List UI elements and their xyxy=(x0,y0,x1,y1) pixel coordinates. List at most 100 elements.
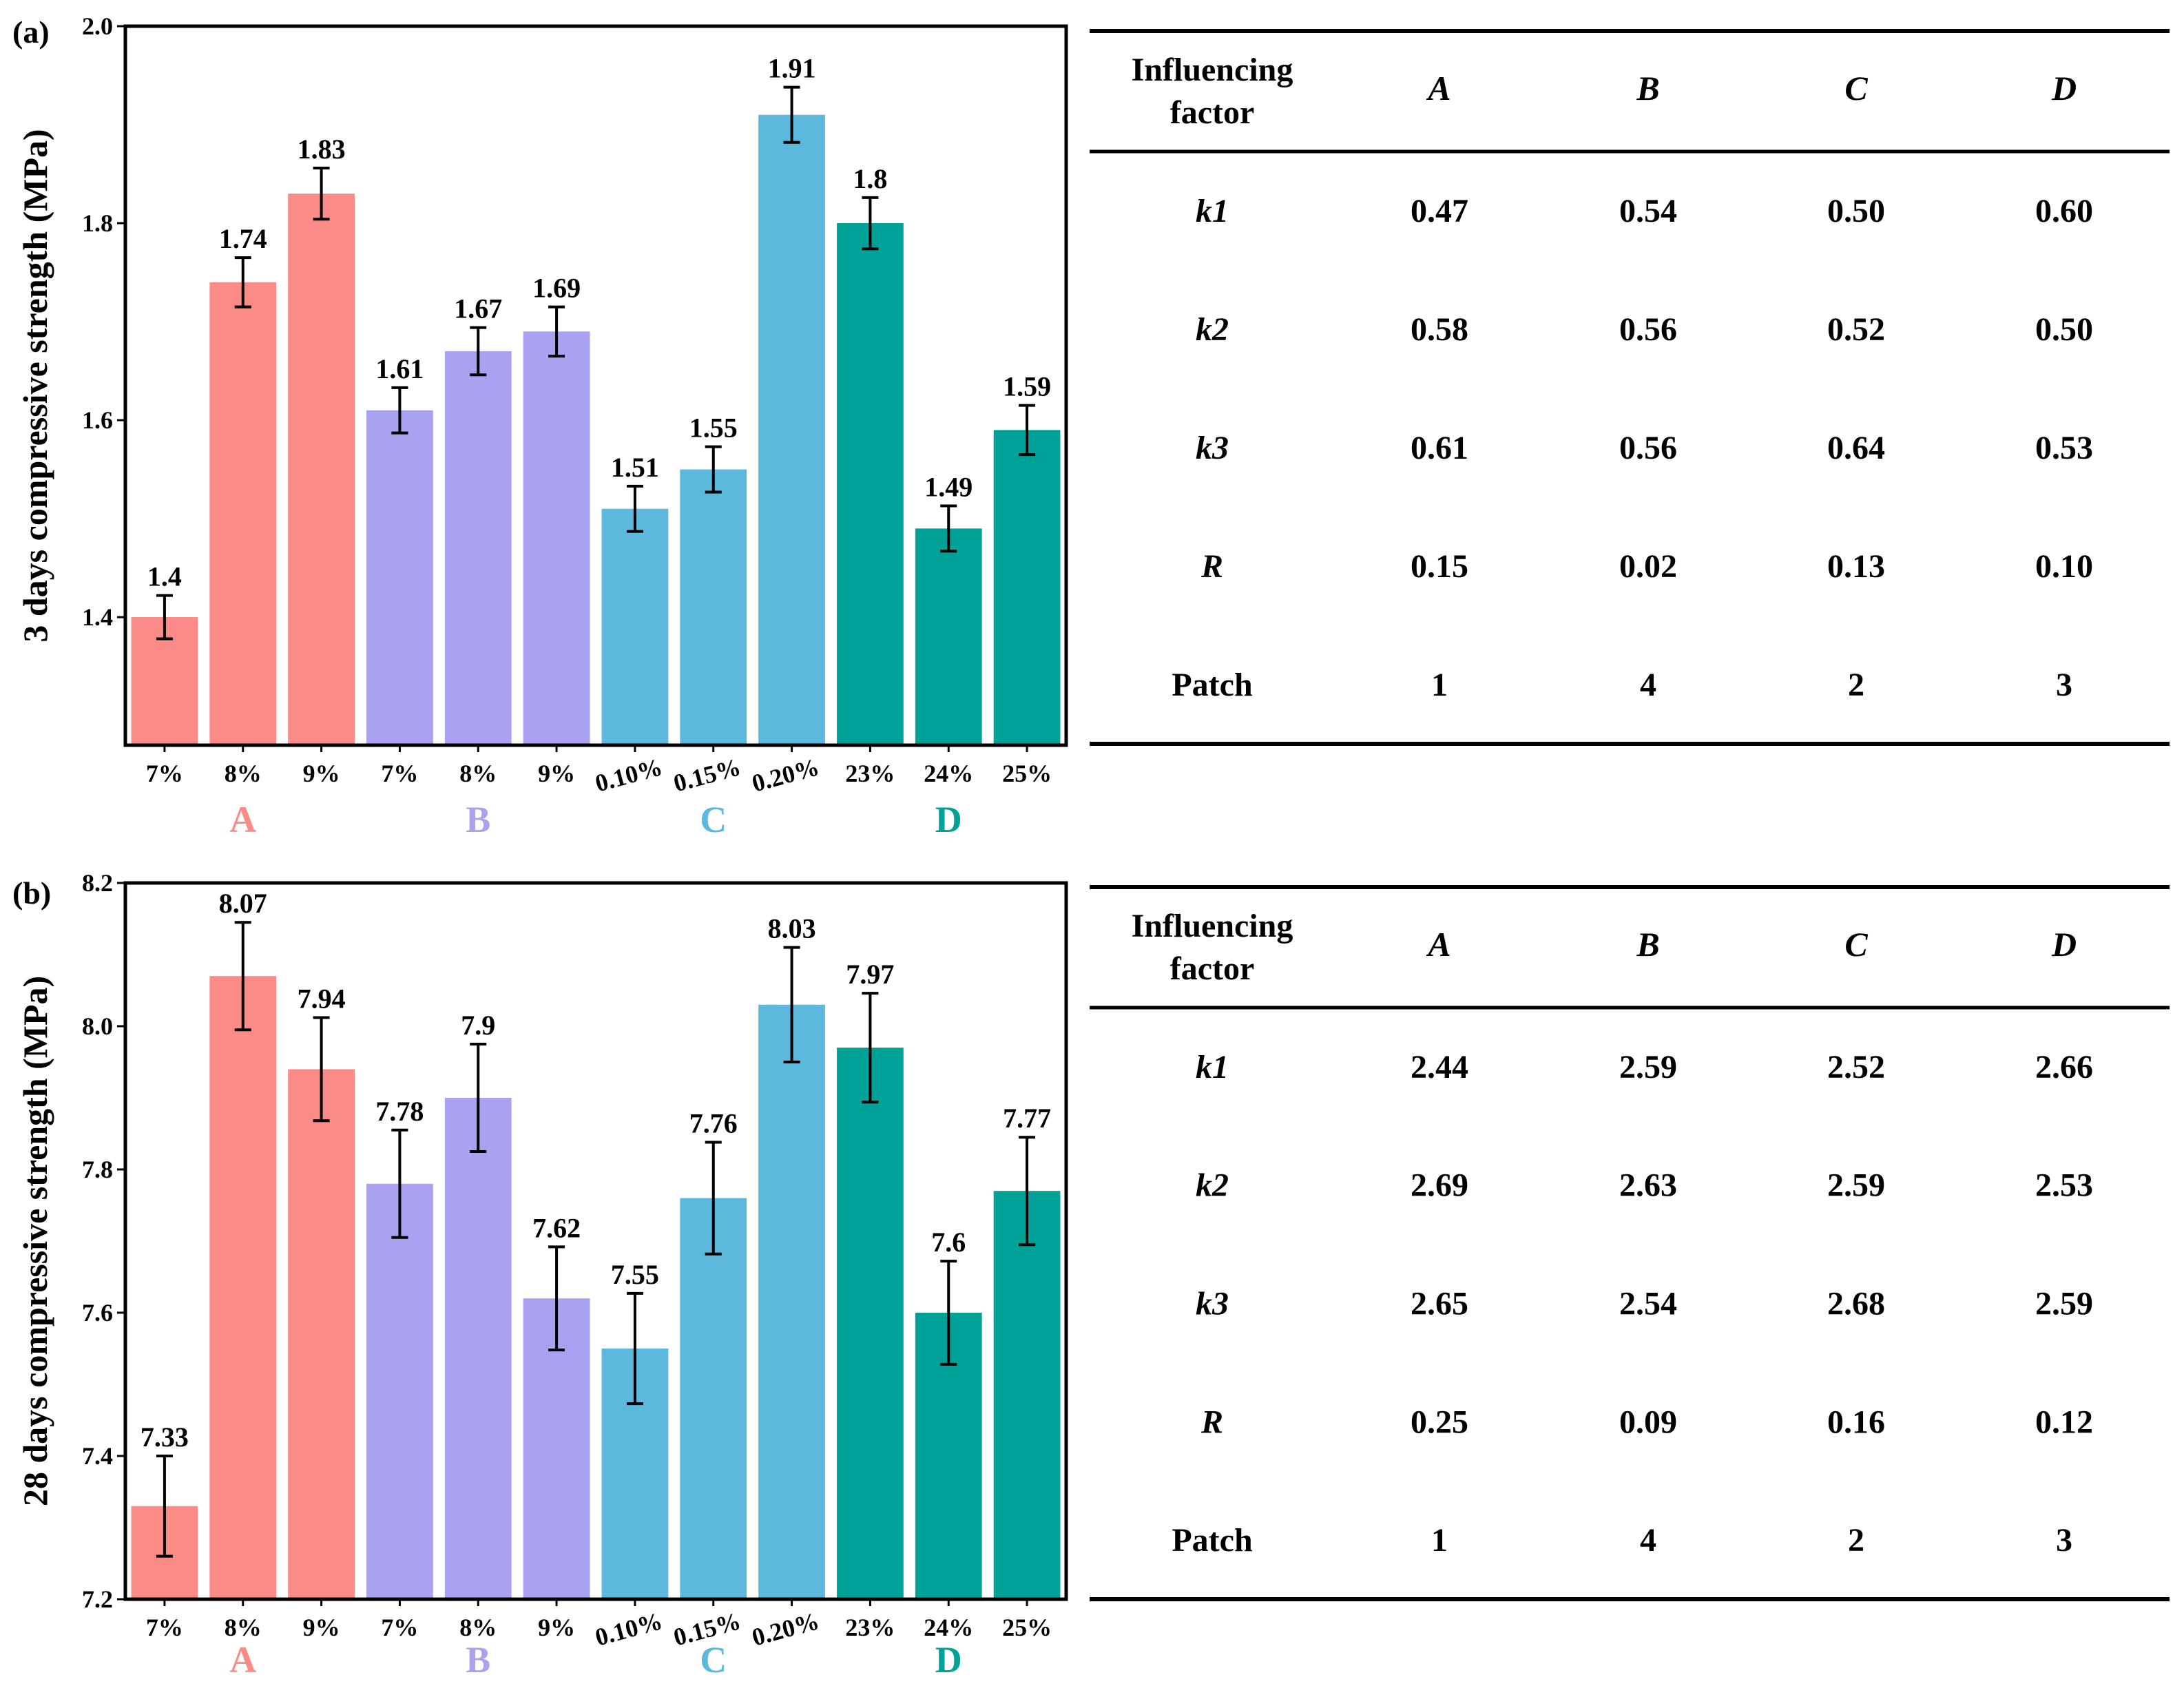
data-label: 8.03 xyxy=(768,913,816,944)
table-cell: 2.65 xyxy=(1411,1286,1468,1322)
bar xyxy=(601,508,669,745)
table-cell: 0.47 xyxy=(1411,193,1468,229)
data-label: 7.33 xyxy=(141,1422,189,1453)
plot-frame xyxy=(123,24,1068,747)
x-tick-label: 0.10% xyxy=(592,753,665,797)
data-label: 1.49 xyxy=(924,471,973,502)
x-tick-label: 7% xyxy=(146,760,183,787)
x-tick-label: 7% xyxy=(381,1614,418,1641)
table-row-label: k1 xyxy=(1196,193,1229,229)
table-cell: 0.61 xyxy=(1411,430,1468,466)
bar xyxy=(209,976,277,1599)
table-cell: 0.50 xyxy=(1827,193,1885,229)
bar xyxy=(680,1198,747,1599)
x-tick-label: 0.20% xyxy=(749,753,822,797)
bar xyxy=(837,1048,904,1599)
table-cell: 2.59 xyxy=(1827,1167,1885,1204)
table-cell: 0.56 xyxy=(1619,311,1677,348)
group-label: B xyxy=(466,1639,490,1680)
table-cell: 0.58 xyxy=(1411,311,1468,348)
bar xyxy=(680,469,747,745)
table-row-label: k3 xyxy=(1196,1286,1229,1322)
table-cell: 2.66 xyxy=(2035,1049,2093,1085)
data-label: 1.51 xyxy=(611,452,659,483)
x-tick-label: 0.20% xyxy=(749,1607,822,1651)
table-cell: 4 xyxy=(1640,1522,1656,1559)
table-cell: 2.63 xyxy=(1619,1167,1677,1204)
table-header-cell: B xyxy=(1636,69,1659,107)
table-cell: 0.10 xyxy=(2035,548,2093,585)
data-label: 1.91 xyxy=(768,53,816,84)
table-row-label: R xyxy=(1200,548,1223,585)
table-cell: 0.13 xyxy=(1827,548,1885,585)
data-label: 7.76 xyxy=(689,1107,738,1138)
group-label: D xyxy=(935,1639,962,1680)
table-row-label: k1 xyxy=(1196,1049,1229,1085)
table-cell: 0.25 xyxy=(1411,1404,1468,1440)
data-label: 7.97 xyxy=(846,959,894,990)
table-cell: 2.54 xyxy=(1619,1286,1677,1322)
bar xyxy=(444,1098,512,1599)
group-label: D xyxy=(935,799,962,840)
bar xyxy=(915,528,982,745)
x-tick-label: 25% xyxy=(1002,760,1052,787)
data-label: 7.62 xyxy=(532,1212,581,1243)
table-header-cell: Influencing factor xyxy=(1132,52,1293,131)
bar xyxy=(993,1191,1061,1599)
x-tick-label: 23% xyxy=(845,760,895,787)
x-tick-label: 8% xyxy=(459,1614,497,1641)
table-cell: 0.64 xyxy=(1827,430,1885,466)
table-cell: 1 xyxy=(1431,1522,1448,1559)
table-cell: 3 xyxy=(2056,1522,2072,1559)
y-tick-label: 7.6 xyxy=(82,1299,113,1326)
data-label: 7.77 xyxy=(1003,1103,1051,1134)
y-tick-label: 7.2 xyxy=(82,1585,113,1613)
data-label: 1.8 xyxy=(853,163,887,194)
table-cell: 0.15 xyxy=(1411,548,1468,585)
data-label: 7.78 xyxy=(375,1096,424,1127)
x-tick-label: 9% xyxy=(303,1614,340,1641)
table-row-label: k2 xyxy=(1196,1167,1229,1204)
table-cell: 2.59 xyxy=(1619,1049,1677,1085)
bar xyxy=(837,223,904,745)
data-label: 1.59 xyxy=(1003,371,1051,402)
factor-table-a: Influencing factor A B C Dk1 0.47 0.54 0.50 0.60 k… xyxy=(1090,29,2170,746)
x-tick-label: 8% xyxy=(225,1614,262,1641)
bar xyxy=(523,331,590,745)
x-tick-label: 8% xyxy=(225,760,262,787)
table-row-label: Patch xyxy=(1172,1522,1252,1559)
table-cell: 0.09 xyxy=(1619,1404,1677,1440)
bar xyxy=(366,1183,433,1599)
group-label: B xyxy=(466,799,490,840)
x-tick-label: 25% xyxy=(1002,1614,1052,1641)
table-cell: 2 xyxy=(1848,667,1864,703)
bar xyxy=(288,1069,355,1599)
data-label: 7.9 xyxy=(461,1010,495,1041)
y-tick-label: 7.8 xyxy=(82,1156,113,1183)
y-tick-label: 1.8 xyxy=(82,209,113,237)
y-tick-label: 1.6 xyxy=(82,406,113,434)
group-label: A xyxy=(229,1639,256,1680)
plot-frame xyxy=(123,881,1068,1601)
y-tick-label: 8.0 xyxy=(82,1012,113,1040)
chart-panel-a: (a) 3 days compressive strength (MPa) 1.4 7… xyxy=(12,12,1068,840)
data-label: 7.55 xyxy=(611,1259,659,1290)
data-label: 8.07 xyxy=(219,888,267,919)
panel-label: (b) xyxy=(12,875,51,910)
x-tick-label: 24% xyxy=(924,760,973,787)
table-cell: 0.52 xyxy=(1827,311,1885,348)
data-label: 1.55 xyxy=(689,413,738,444)
x-tick-label: 9% xyxy=(303,760,340,787)
table-cell: 0.50 xyxy=(2035,311,2093,348)
table-cell: 2.52 xyxy=(1827,1049,1885,1085)
table-header-cell: C xyxy=(1844,69,1868,107)
table-cell: 0.12 xyxy=(2035,1404,2093,1440)
group-label: C xyxy=(700,1639,727,1680)
table-cell: 2.68 xyxy=(1827,1286,1885,1322)
table-header-cell: D xyxy=(2051,69,2077,107)
table-header-cell: Influencing factor xyxy=(1132,908,1293,987)
table-cell: 2.69 xyxy=(1411,1167,1468,1204)
table-cell: 2.44 xyxy=(1411,1049,1468,1085)
table-header-cell: A xyxy=(1426,925,1450,964)
